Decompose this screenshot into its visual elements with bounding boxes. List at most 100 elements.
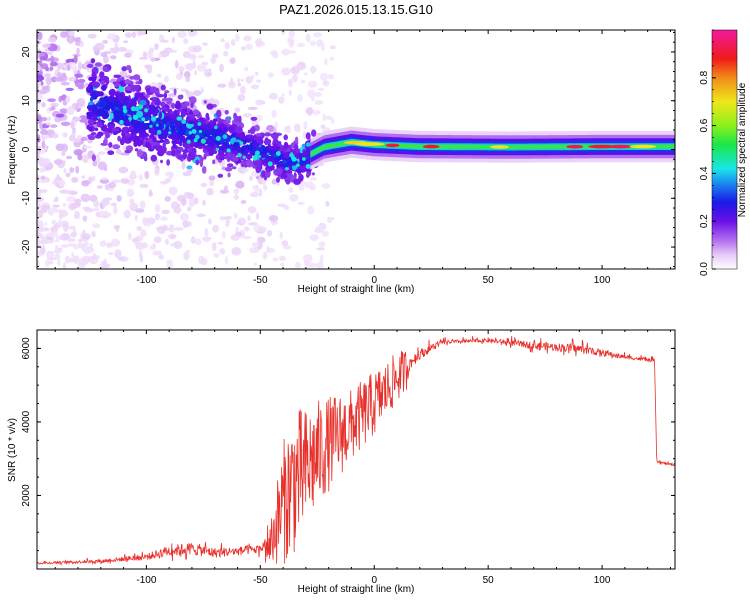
spectrogram-cell — [60, 143, 69, 152]
spectrogram-cell — [63, 168, 67, 174]
spectrogram-cell — [243, 226, 250, 232]
spectrogram-cell — [61, 149, 66, 157]
spectrogram-cell — [208, 68, 212, 73]
spectrogram-cell — [203, 100, 207, 104]
spectrogram-cell — [204, 228, 209, 237]
spectrogram-cell — [136, 225, 143, 232]
spectrogram-cell — [231, 166, 237, 170]
spectrogram-cell — [201, 166, 207, 174]
spectrogram-cell — [305, 107, 314, 115]
spectrogram-cell — [171, 118, 175, 123]
spectrogram-cell — [54, 239, 60, 243]
spectrogram-cell — [100, 52, 108, 58]
spectrogram-y-tick-label: 10 — [21, 95, 32, 107]
spectrogram-cell — [37, 63, 41, 72]
spectrogram-cell — [240, 85, 246, 95]
spectrogram-cell — [293, 123, 301, 132]
spectrogram-cell — [180, 88, 187, 92]
spectrogram-cell — [194, 70, 197, 76]
spectrogram-cell — [302, 150, 310, 158]
spectrogram-cell — [37, 227, 45, 233]
spectrogram-cell — [150, 101, 156, 105]
spectrogram-cell — [60, 244, 69, 248]
spectrogram-cell — [190, 102, 194, 108]
spectrogram-cell — [168, 233, 177, 240]
spectrogram-peak — [267, 161, 273, 167]
spectrogram-cell — [198, 117, 204, 122]
spectrogram-cell — [196, 64, 207, 72]
spectrogram-cell — [221, 145, 225, 152]
colorbar-gradient — [712, 30, 737, 269]
spectrogram-cell — [37, 89, 48, 95]
spectrogram-cell — [160, 84, 166, 91]
spectrogram-cell — [230, 39, 236, 46]
spectrogram-cell — [62, 72, 67, 78]
spectrogram-cell — [88, 176, 93, 184]
spectrogram-cell — [103, 139, 108, 145]
spectrogram-cell — [140, 229, 147, 238]
spectrogram-cell — [137, 92, 144, 98]
spectrogram-cell — [136, 149, 143, 157]
spectrogram-cell — [42, 205, 48, 214]
spectrogram-cell — [143, 123, 151, 130]
spectrogram-cell — [200, 87, 205, 94]
spectrogram-cell — [260, 153, 268, 159]
spectrogram-cell — [208, 97, 215, 106]
spectrogram-peak — [422, 144, 440, 149]
spectrogram-cell — [254, 184, 260, 193]
spectrogram-cell — [118, 92, 125, 101]
snr-x-tick-label: -100 — [136, 575, 156, 586]
spectrogram-cell — [185, 76, 191, 83]
spectrogram-cell — [212, 128, 221, 134]
spectrogram-cell — [138, 139, 144, 145]
spectrogram-cell — [240, 163, 246, 168]
spectrogram-cell — [87, 104, 93, 112]
spectrogram-cell — [113, 224, 120, 230]
snr-y-axis-title: SNR (10 * v/v) — [7, 418, 18, 482]
spectrogram-cell — [314, 100, 324, 105]
spectrogram-cell — [49, 61, 58, 67]
spectrogram-peak — [191, 129, 197, 134]
spectrogram-y-axis: 20 10 0 -10 -20 — [21, 31, 675, 268]
spectrogram-cell — [227, 116, 232, 120]
spectrogram-cell — [263, 184, 268, 191]
spectrogram-cell — [82, 229, 86, 237]
spectrogram-cell — [104, 147, 113, 151]
spectrogram-cell — [193, 120, 198, 126]
spectrogram-cell — [228, 126, 235, 130]
spectrogram-cell — [240, 78, 244, 82]
spectrogram-cell — [319, 254, 324, 264]
spectrogram-cell — [187, 120, 196, 125]
spectrogram-cell — [160, 106, 168, 111]
colorbar-label: Normalized spectral amplitude — [737, 82, 748, 217]
spectrogram-cell — [54, 116, 62, 123]
spectrogram-cell — [233, 194, 240, 200]
spectrogram-peak — [222, 134, 228, 140]
spectrogram-cell — [303, 72, 308, 76]
spectrogram-cell — [286, 176, 291, 180]
colorbar-ticks: 0.0 0.2 0.4 0.6 0.8 — [699, 29, 716, 276]
spectrogram-cell — [262, 251, 268, 260]
snr-x-tick-label: 50 — [483, 575, 495, 586]
spectrogram-cell — [40, 81, 44, 86]
spectrogram-cell — [178, 66, 185, 73]
spectrogram-peak — [141, 117, 146, 122]
spectrogram-cell — [207, 72, 213, 77]
spectrogram-peak — [239, 141, 244, 146]
spectrogram-cell — [177, 146, 184, 151]
spectrogram-cell — [45, 67, 49, 72]
spectrogram-y-tick-label: 0 — [21, 146, 32, 152]
snr-y-tick-label: 6000 — [21, 337, 32, 360]
spectrogram-cell — [40, 129, 48, 136]
spectrogram-cell — [37, 80, 42, 88]
spectrogram-cell — [237, 78, 241, 84]
spectrogram-cell — [108, 188, 114, 192]
spectrogram-cell — [113, 109, 119, 117]
spectrogram-cell — [182, 51, 191, 59]
spectrogram-cell — [280, 262, 285, 267]
spectrogram-cell — [65, 96, 71, 104]
spectrogram-cell — [89, 194, 98, 203]
spectrogram-cell — [209, 180, 215, 187]
spectrogram-cell — [321, 44, 325, 52]
spectrogram-cell — [175, 73, 183, 80]
